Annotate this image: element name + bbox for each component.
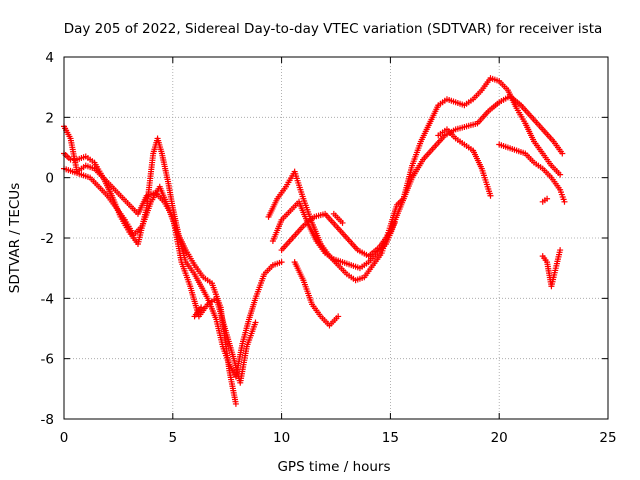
data-point <box>198 304 205 311</box>
y-axis-label: SDTVAR / TECUs <box>7 183 23 293</box>
chart-title: Day 205 of 2022, Sidereal Day-to-day VTE… <box>64 21 603 37</box>
plot-frame <box>63 56 609 420</box>
data-point <box>559 150 566 157</box>
x-tick-label: 5 <box>169 430 178 446</box>
data-point <box>557 171 564 178</box>
data-point <box>335 313 342 320</box>
data-point <box>278 259 285 266</box>
y-tick-label: -6 <box>41 352 54 368</box>
axis-ticks: 0 5 10 15 20 25 -8 -6 -4 -2 0 2 4 <box>41 50 617 446</box>
y-tick-label: 4 <box>45 50 54 66</box>
data-point <box>391 219 398 226</box>
y-tick-label: -4 <box>41 291 54 307</box>
x-tick-label: 25 <box>599 430 616 446</box>
x-tick-label: 10 <box>273 430 290 446</box>
data-point <box>544 195 551 202</box>
x-axis-label: GPS time / hours <box>277 459 390 475</box>
data-points <box>61 75 568 407</box>
data-point <box>339 219 346 226</box>
data-point <box>561 198 568 205</box>
y-tick-label: 0 <box>45 171 54 187</box>
data-point <box>557 247 564 254</box>
x-tick-label: 15 <box>382 430 399 446</box>
data-point <box>252 319 259 326</box>
data-point <box>487 192 494 199</box>
x-tick-label: 0 <box>60 430 69 446</box>
grid-lines <box>64 57 608 419</box>
x-tick-label: 20 <box>491 430 508 446</box>
data-point <box>232 400 239 407</box>
y-tick-label: -2 <box>41 231 54 247</box>
y-tick-label: -8 <box>41 412 54 428</box>
y-tick-label: 2 <box>45 110 54 126</box>
